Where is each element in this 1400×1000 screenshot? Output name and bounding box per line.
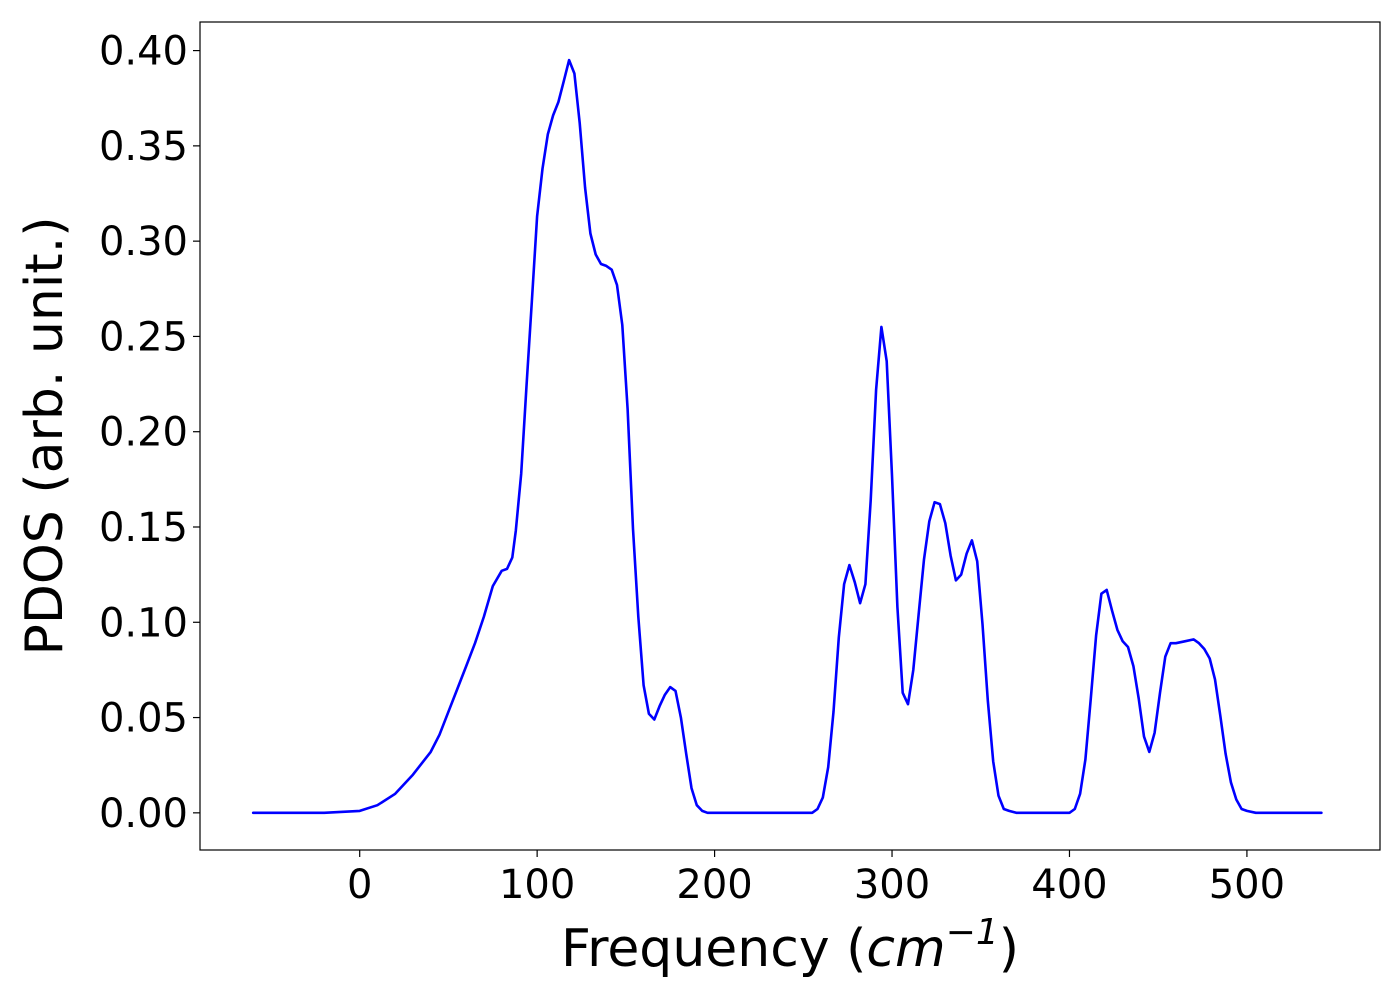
y-tick-label: 0.10	[99, 600, 188, 646]
y-tick-label: 0.30	[99, 219, 188, 265]
y-tick-label: 0.35	[99, 124, 188, 170]
y-tick-label: 0.05	[99, 696, 188, 742]
y-axis-label: PDOS (arb. unit.)	[15, 216, 75, 655]
series-group	[251, 58, 1323, 815]
y-tick-label: 0.15	[99, 505, 188, 551]
x-tick-label: 0	[347, 862, 372, 908]
y-tick-label: 0.25	[99, 314, 188, 360]
x-axis-label: Frequency (cm−1)	[561, 912, 1019, 979]
plot-background	[200, 22, 1380, 850]
x-tick-label: 200	[676, 862, 752, 908]
x-axis-ticks: 0 100 200 300 400 500	[347, 850, 1285, 908]
plot-frame	[199, 21, 1381, 851]
y-tick-label: 0.40	[99, 29, 188, 75]
x-tick-label: 500	[1209, 862, 1285, 908]
y-tick-label: 0.20	[99, 410, 188, 456]
x-tick-label: 300	[854, 862, 930, 908]
x-tick-label: 100	[499, 862, 575, 908]
x-tick-label: 400	[1031, 862, 1107, 908]
y-tick-label: 0.00	[99, 791, 188, 837]
pdos-series-line	[251, 58, 1323, 815]
y-axis-ticks: 0.00 0.05 0.10 0.15 0.20 0.25 0.30 0.35 0.40	[99, 29, 200, 837]
